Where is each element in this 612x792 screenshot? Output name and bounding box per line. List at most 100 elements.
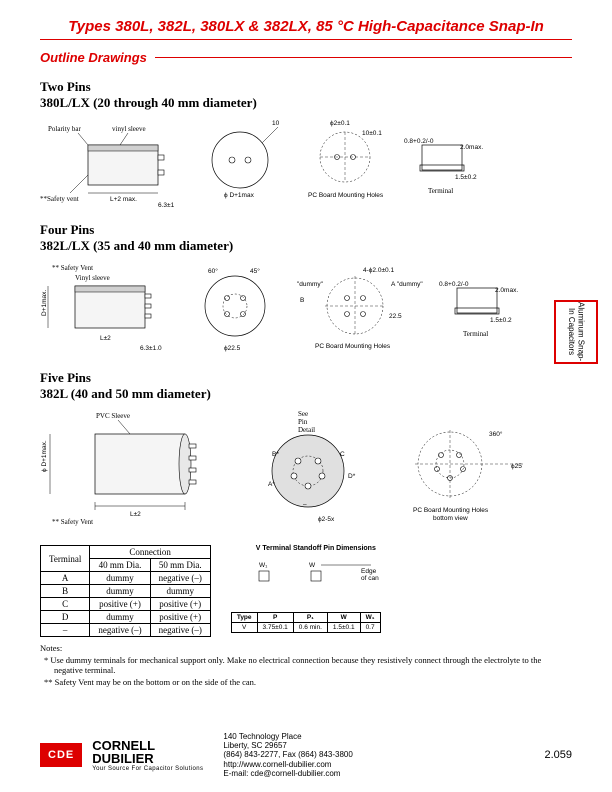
lbl-L2-4: L±2 xyxy=(100,335,111,342)
lbl-63b: 6.3±1.0 xyxy=(140,345,162,352)
lbl-pcb5b: bottom view xyxy=(433,515,468,522)
lbl-pvc: PVC Sleeve xyxy=(96,412,130,420)
fig-4pin-term: 0.8+0.2/-0 2.0max. 1.5±0.2 Terminal xyxy=(435,258,525,358)
note-2: ** Safety Vent may be on the bottom or o… xyxy=(54,677,572,687)
lbl-dummyC: "dummy" xyxy=(297,281,324,288)
footer: CDE CORNELL DUBILIER Your Source For Cap… xyxy=(40,732,572,778)
lbl-term1: Terminal xyxy=(428,187,453,195)
cde-logo: CDE xyxy=(40,743,82,767)
lbl-45: 45° xyxy=(250,267,260,275)
tagline: Your Source For Capacitor Solutions xyxy=(92,766,203,772)
lbl-term4: Terminal xyxy=(463,330,488,338)
lbl-20max: 2.0max. xyxy=(460,144,483,151)
outline-heading: Outline Drawings xyxy=(0,40,612,67)
lbl-C5: C xyxy=(340,451,345,458)
five-pins-sub: 382L (40 and 50 mm diameter) xyxy=(40,386,572,402)
lbl-phi25: ϕ25 xyxy=(511,463,522,470)
lbl-D1max4: D+1max. xyxy=(41,290,48,316)
five-pins-drawings: PVC Sleeve ϕ D+1max. ** Safety Vent L±2 … xyxy=(40,406,572,531)
four-pins-sub: 382L/LX (35 and 40 mm diameter) xyxy=(40,238,572,254)
lbl-safety4: ** Safety Vent xyxy=(52,264,93,272)
lbl-D1max5: ϕ D+1max. xyxy=(41,440,48,472)
lbl-08: 0.8+0.2/-0 xyxy=(404,138,434,145)
fig-2pin-side: Polarity bar vinyl sleeve **Safety vent … xyxy=(40,115,190,210)
lbl-15: 1.5±0.2 xyxy=(455,174,477,181)
fig-2pin-term: 0.8+0.2/-0 2.0max. 1.5±0.2 Terminal xyxy=(400,115,490,210)
outline-heading-text: Outline Drawings xyxy=(40,50,147,65)
lbl-L25: L±2 xyxy=(130,511,141,518)
lbl-B5: B* xyxy=(272,451,279,458)
fig-5pin-side: PVC Sleeve ϕ D+1max. ** Safety Vent L±2 xyxy=(40,406,240,531)
four-pins-drawings: ** Safety Vent Vinyl sleeve D+1max. L±2 … xyxy=(40,258,572,358)
fig-5pin-pcb: 360° ϕ25 PC Board Mounting Holes bottom … xyxy=(385,406,535,531)
pin-dim-table: Type P P₁ W W₁ V 3.75±0.1 0.6 min. 1.5±0… xyxy=(231,612,381,633)
table-row: Cpositive (+)positive (+) xyxy=(41,598,211,611)
table-row: –negative (–)negative (–) xyxy=(41,624,211,637)
lbl-15b: 1.5±0.2 xyxy=(490,317,512,324)
two-pins-title: Two Pins xyxy=(40,79,572,95)
svg-text:W₁: W₁ xyxy=(259,562,268,569)
lbl-63: 6.3±1 xyxy=(158,202,175,209)
pin-dim-title: V Terminal Standoff Pin Dimensions xyxy=(231,545,401,552)
lbl-seepin: See xyxy=(298,410,308,418)
lbl-360: 360° xyxy=(489,430,503,438)
svg-text:Pin: Pin xyxy=(298,418,308,426)
connection-table: Terminal Connection 40 mm Dia. 50 mm Dia… xyxy=(40,545,211,637)
table-row: Bdummydummy xyxy=(41,585,211,598)
lbl-polarity: Polarity bar xyxy=(48,125,82,133)
company-name-1: CORNELL xyxy=(92,739,203,752)
table-row: V 3.75±0.1 0.6 min. 1.5±0.1 0.7 xyxy=(231,623,380,633)
fig-4pin-pcb: 4-ϕ2.0±0.1 "dummy" A "dummy" B 22.5 PC B… xyxy=(295,258,425,358)
conn-th-50: 50 mm Dia. xyxy=(150,559,210,572)
lbl-ten01: 10±0.1 xyxy=(362,130,382,137)
svg-text:Edge: Edge xyxy=(361,568,377,575)
lbl-pcb5a: PC Board Mounting Holes xyxy=(413,507,489,514)
svg-text:W: W xyxy=(309,562,316,569)
conn-th-connection: Connection xyxy=(90,546,210,559)
outline-heading-rule xyxy=(155,57,572,58)
lbl-D5: D* xyxy=(348,473,356,480)
note-1: * Use dummy terminals for mechanical sup… xyxy=(54,655,572,675)
notes-heading: Notes: xyxy=(40,643,572,653)
lbl-phi225: ϕ22.5 xyxy=(224,345,241,352)
lbl-neg5: – xyxy=(303,501,307,508)
fig-2pin-end: ϕ D+1max 10 xyxy=(200,115,290,210)
lbl-dummyB: B xyxy=(300,297,304,304)
lbl-phi2: ϕ2±0.1 xyxy=(330,120,350,127)
side-tab: Aluminum Snap-In Capacitors xyxy=(554,300,598,364)
two-pins-sub: 380L/LX (20 through 40 mm diameter) xyxy=(40,95,572,111)
lbl-safety5: ** Safety Vent xyxy=(52,518,93,526)
svg-text:of can: of can xyxy=(361,575,379,582)
five-pins-title: Five Pins xyxy=(40,370,572,386)
side-tab-text: Aluminum Snap-In Capacitors xyxy=(566,302,585,362)
lbl-pcb4: PC Board Mounting Holes xyxy=(315,343,391,350)
page-number: 2.059 xyxy=(544,749,572,761)
conn-th-terminal: Terminal xyxy=(41,546,90,572)
lbl-L2max: L+2 max. xyxy=(110,196,137,203)
lbl-A5: A* xyxy=(268,481,275,488)
lbl-vinyl: vinyl sleeve xyxy=(112,125,146,133)
conn-th-40: 40 mm Dia. xyxy=(90,559,150,572)
lbl-phi25x: ϕ2-5x xyxy=(318,516,335,523)
pin-dim-diagram: W₁ W Edge of can xyxy=(241,557,401,587)
lbl-safety: **Safety vent xyxy=(40,195,79,203)
fig-4pin-side: ** Safety Vent Vinyl sleeve D+1max. L±2 … xyxy=(40,258,180,358)
lbl-pcb1: PC Board Mounting Holes xyxy=(308,192,384,199)
lbl-vinyl4: Vinyl sleeve xyxy=(75,274,110,282)
lbl-60: 60° xyxy=(208,267,218,275)
lbl-225: 22.5 xyxy=(389,313,402,320)
fig-4pin-end: 60° 45° ϕ22.5 xyxy=(190,258,285,358)
table-row: Ddummypositive (+) xyxy=(41,611,211,624)
two-pins-drawings: Polarity bar vinyl sleeve **Safety vent … xyxy=(40,115,572,210)
lbl-dummyA: A "dummy" xyxy=(391,281,423,288)
lbl-08b: 0.8+0.2/-0 xyxy=(439,281,469,288)
fig-5pin-end: See Pin Detail B* C D* A* – ϕ2-5x xyxy=(250,406,375,531)
page-title: Types 380L, 382L, 380LX & 382LX, 85 °C H… xyxy=(0,0,612,39)
notes: Notes: * Use dummy terminals for mechani… xyxy=(0,643,612,687)
address: 140 Technology Place Liberty, SC 29657 (… xyxy=(223,732,352,778)
lbl-4phi2: 4-ϕ2.0±0.1 xyxy=(363,267,394,274)
four-pins-title: Four Pins xyxy=(40,222,572,238)
lbl-20maxb: 2.0max. xyxy=(495,287,518,294)
company-name-2: DUBILIER xyxy=(92,752,203,765)
table-row: Adummynegative (–) xyxy=(41,572,211,585)
